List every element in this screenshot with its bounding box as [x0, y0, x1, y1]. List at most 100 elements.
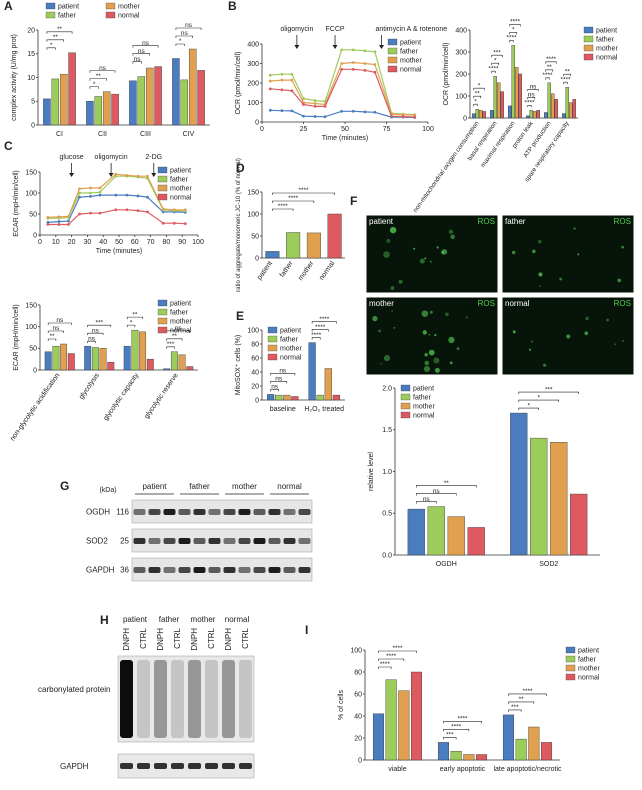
point [146, 210, 149, 214]
y-axis-label: MitoSOX⁺ cells (%) [235, 335, 242, 395]
significance-label: **** [506, 35, 517, 42]
blot-band [268, 567, 281, 573]
point [413, 115, 417, 119]
arrow-head [379, 45, 385, 49]
significance-label: * [93, 81, 96, 88]
legend-label: mother [118, 4, 140, 11]
significance-bracket [443, 729, 470, 732]
bar [565, 86, 569, 119]
legend-swatch [583, 35, 594, 43]
x-axis-label: Time (minutes) [96, 248, 142, 255]
blot-band [188, 763, 201, 769]
point [114, 174, 118, 178]
bar [385, 679, 397, 761]
blot-band [253, 509, 266, 515]
y-tick-label: 0 [33, 232, 37, 239]
point [302, 97, 305, 100]
legend-label: patient [596, 28, 617, 35]
bar [43, 98, 51, 126]
blot-row-label: carbonylated protein [38, 685, 111, 694]
significance-label: ** [53, 34, 59, 41]
bar [170, 351, 178, 371]
y-tick-label: 2.0 [382, 385, 392, 392]
y-tick-label: 200 [247, 80, 259, 87]
point [57, 220, 61, 223]
legend-label: father [170, 310, 189, 317]
legend-label: normal [596, 55, 618, 62]
x-tick-label: 20 [68, 239, 76, 246]
significance-label: **** [522, 688, 533, 695]
cell-signal [621, 245, 625, 249]
blot-band [238, 538, 251, 544]
panel-label: C [4, 139, 13, 153]
point [340, 62, 344, 65]
y-tick-label: 150 [25, 169, 37, 176]
x-tick-label: late apoptotic/necrotic [493, 766, 562, 773]
bar [332, 394, 340, 401]
blot-lane-label: DNPH [156, 628, 165, 651]
significance-label: ns [142, 40, 150, 47]
point [351, 48, 355, 52]
bar [533, 111, 537, 119]
image-stain: ROS [478, 217, 495, 226]
cell-signal [537, 239, 542, 244]
significance-bracket [132, 45, 159, 48]
x-tick-label: glycolytic reserve [143, 372, 180, 420]
panel-label: A [4, 0, 13, 13]
point [268, 87, 272, 91]
legend-label: normal [280, 355, 302, 362]
bar [59, 73, 68, 126]
legend-swatch [400, 393, 411, 401]
significance-label: ns [138, 48, 146, 55]
significance-bracket [545, 77, 550, 80]
significance-label: *** [511, 704, 519, 711]
point [57, 223, 61, 226]
blot-band [133, 538, 146, 544]
y-tick-label: 5 [31, 99, 35, 106]
blot-lane-label: CTRL [241, 627, 250, 648]
significance-label: ** [96, 73, 102, 80]
bar [188, 48, 197, 126]
significance-bracket [443, 737, 457, 740]
y-tick-label: 150 [25, 302, 37, 309]
bar [508, 105, 512, 119]
y-tick-label: 50 [29, 346, 37, 353]
point [136, 174, 140, 178]
blot-protein: OGDH [86, 508, 110, 517]
significance-bracket [415, 501, 437, 504]
bar [570, 493, 588, 556]
significance-bracket [87, 340, 96, 344]
bar [554, 99, 558, 119]
point [114, 208, 118, 212]
image-label: mother [369, 299, 394, 308]
legend-swatch [565, 646, 576, 654]
significance-bracket [378, 650, 417, 653]
image-panel [501, 214, 635, 294]
bar [139, 331, 147, 371]
x-tick-label: 10 [52, 239, 60, 246]
legend-label: patient [170, 168, 191, 175]
image-label: normal [505, 299, 530, 308]
bar [267, 394, 275, 401]
significance-label: ns [528, 92, 536, 99]
legend-swatch [157, 193, 168, 201]
point [280, 78, 284, 82]
point [114, 193, 118, 197]
cell-signal [622, 340, 624, 342]
y-tick-label: 15 [27, 51, 35, 58]
bar [479, 110, 483, 119]
blot-band [283, 538, 296, 544]
point [280, 109, 284, 113]
y-axis-label: ECAR (mpH/min/cell) [13, 304, 20, 371]
legend-label: patient [58, 4, 79, 11]
bar [515, 67, 519, 119]
legend-label: patient [400, 40, 421, 47]
x-tick-label: 0 [260, 126, 264, 133]
legend-label: patient [578, 648, 599, 655]
cell-signal [448, 229, 453, 234]
significance-label: **** [457, 716, 468, 723]
point [268, 79, 272, 83]
blot-lane-label: CTRL [173, 627, 182, 648]
point [89, 211, 92, 215]
legend-swatch [387, 65, 398, 73]
